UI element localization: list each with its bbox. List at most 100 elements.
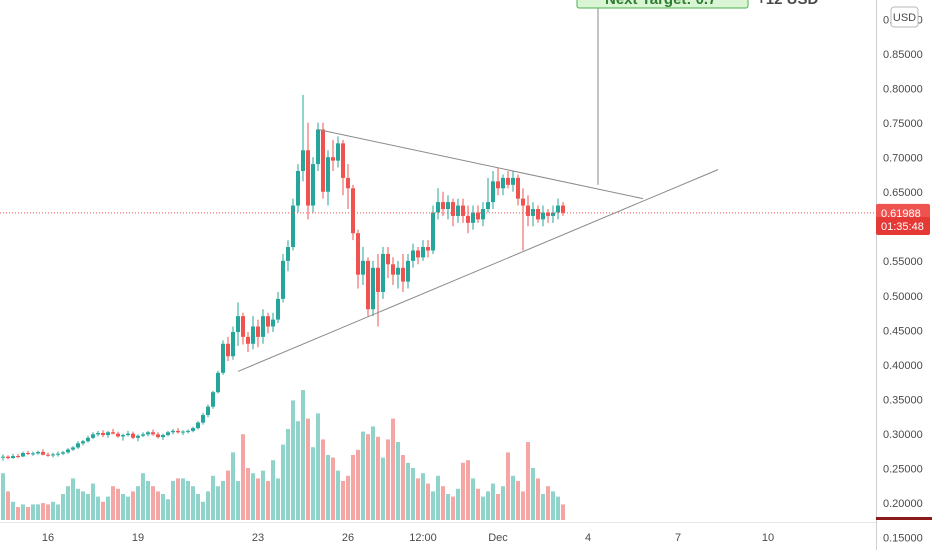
currency-badge[interactable]: USD	[893, 12, 916, 24]
x-tick-label: 10	[762, 532, 774, 544]
candle-body	[461, 205, 465, 216]
volume-bar	[111, 486, 115, 520]
volume-bar	[541, 494, 545, 520]
candle-body	[376, 267, 380, 292]
triangle-lower-line[interactable]	[237, 169, 719, 372]
candle	[276, 291, 280, 324]
candle-body	[36, 451, 40, 454]
volume-bar	[231, 452, 235, 520]
candle	[171, 428, 175, 435]
volume-bar	[301, 390, 305, 520]
countdown-label: 01:35:48	[881, 221, 924, 233]
candle	[146, 430, 150, 437]
candle-body	[481, 209, 485, 220]
candle-body	[146, 432, 150, 435]
price-axis[interactable]: 0.900000.850000.800000.750000.700000.650…	[876, 0, 932, 550]
candle	[266, 312, 270, 334]
candle-body	[171, 430, 175, 433]
volume-bar	[91, 483, 95, 520]
triangle-upper-line[interactable]	[317, 129, 644, 200]
candle	[476, 205, 480, 223]
candle	[416, 247, 420, 265]
candle	[191, 426, 195, 433]
candle-body	[346, 177, 350, 189]
volume-bar	[326, 455, 330, 520]
candle-body	[206, 406, 210, 415]
volume-bar	[1, 473, 5, 520]
x-tick-label: Dec	[488, 532, 508, 544]
candle-body	[16, 456, 20, 458]
candle	[91, 432, 95, 440]
candle	[401, 253, 405, 292]
candle-body	[121, 435, 125, 437]
candle-body	[311, 164, 315, 206]
y-tick-label: 0.20000	[883, 498, 923, 510]
volume-bar	[461, 462, 465, 520]
volume-bar	[426, 483, 430, 520]
candles	[1, 94, 565, 461]
candle	[101, 430, 105, 438]
trendlines	[237, 2, 719, 372]
target-annotation[interactable]: Next Target: 0.7 +12 USD	[576, 0, 818, 9]
candle	[186, 429, 190, 434]
volume-bar	[336, 470, 340, 520]
candle	[556, 198, 560, 220]
candle	[466, 205, 470, 234]
candle-body	[551, 212, 555, 216]
candle-body	[26, 453, 30, 455]
candle	[356, 229, 360, 289]
volume-bar	[446, 494, 450, 520]
y-tick-label: 0.65000	[883, 187, 923, 199]
volume-bar	[316, 413, 320, 520]
candle-body	[356, 233, 360, 275]
volume-bar	[16, 507, 20, 520]
candle	[481, 202, 485, 227]
y-tick-label: 0.55000	[883, 256, 923, 268]
candle-body	[46, 454, 50, 456]
candle-body	[6, 456, 10, 459]
candle	[391, 257, 395, 286]
volume-bar	[96, 496, 100, 520]
candle-body	[281, 260, 285, 299]
volume-bar	[206, 491, 210, 520]
candle-body	[111, 432, 115, 434]
volume-bar	[106, 496, 110, 520]
candle	[461, 198, 465, 223]
candle-body	[156, 434, 160, 438]
volume-bar	[181, 478, 185, 520]
candle-body	[446, 202, 450, 210]
candle-body	[221, 343, 225, 373]
x-tick-label: 16	[42, 532, 54, 544]
candle	[551, 205, 555, 223]
y-tick-label: 0.75000	[883, 118, 923, 130]
volume-bar	[136, 486, 140, 520]
candle-body	[526, 205, 530, 216]
volume-bar	[306, 418, 310, 520]
candle-body	[521, 198, 525, 206]
candle-body	[466, 215, 470, 223]
candle	[331, 139, 335, 171]
candle-body	[141, 434, 145, 436]
volume-bar	[191, 486, 195, 520]
candle-body	[511, 177, 515, 185]
time-axis[interactable]: 16 19 23 26 12:00 Dec 4 7 10	[0, 522, 876, 545]
volume-bar	[141, 473, 145, 520]
candle-body	[11, 456, 15, 459]
candle-body	[266, 316, 270, 327]
candle-body	[286, 247, 290, 261]
volume-bar	[286, 429, 290, 520]
candle	[11, 453, 15, 459]
candle	[106, 430, 110, 438]
volume-bar	[101, 501, 105, 520]
volume-bar	[41, 503, 45, 520]
candle	[316, 122, 320, 171]
volume-bar	[26, 507, 30, 520]
candle	[226, 336, 230, 362]
volume-bar	[166, 499, 170, 520]
candle-body	[196, 422, 200, 429]
target-annotation-pct: +12 USD	[757, 0, 818, 8]
candle	[81, 439, 85, 446]
candle	[291, 198, 295, 251]
y-tick-label: 0.40000	[883, 360, 923, 372]
